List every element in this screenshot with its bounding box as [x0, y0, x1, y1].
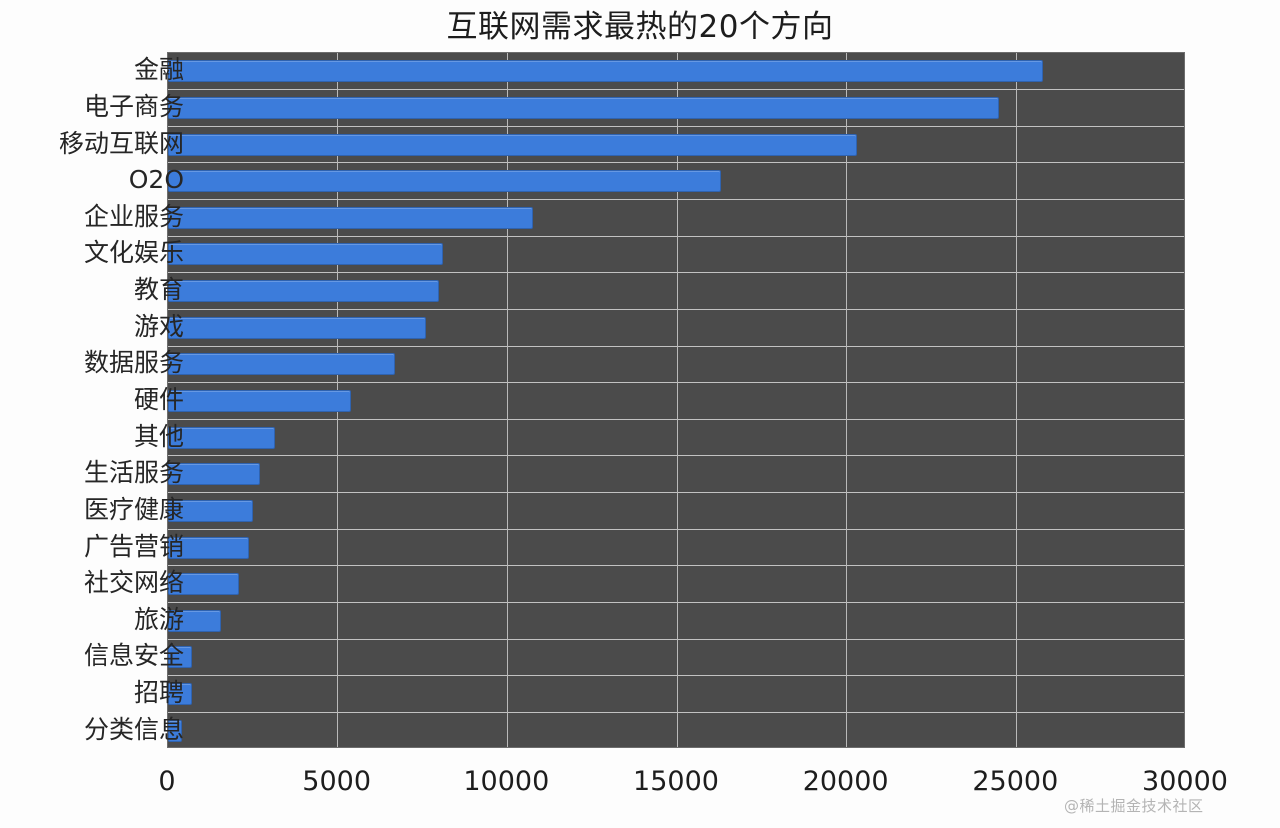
gridline-horizontal	[168, 418, 1184, 420]
bar-生活服务[interactable]	[168, 463, 260, 486]
y-tick-label: 电子商务	[83, 91, 184, 121]
y-tick-label: 硬件	[133, 385, 184, 414]
x-tick-label: 0	[158, 766, 176, 797]
bar-row	[168, 602, 1184, 639]
y-tick-label: 生活服务	[83, 458, 184, 488]
bar-row	[168, 200, 1184, 237]
gridline-horizontal	[168, 492, 1184, 494]
gridline-horizontal	[168, 711, 1184, 713]
gridline-horizontal	[168, 89, 1184, 91]
y-tick-label: 教育	[133, 275, 184, 305]
watermark: @稀土掘金技术社区	[1064, 797, 1204, 815]
bar-教育[interactable]	[168, 280, 440, 303]
gridline-vertical	[676, 53, 678, 747]
gridline-horizontal	[168, 199, 1184, 201]
x-tick-label: 25000	[972, 766, 1059, 797]
bar-其他[interactable]	[168, 426, 275, 449]
bar-旅游[interactable]	[168, 609, 221, 632]
bar-row	[168, 236, 1184, 273]
x-tick-label: 30000	[1142, 766, 1228, 797]
bar-广告营销[interactable]	[168, 536, 250, 559]
bar-row	[168, 529, 1184, 566]
plot-area	[167, 52, 1185, 748]
bar-医疗健康[interactable]	[168, 499, 253, 522]
gridline-horizontal	[168, 455, 1184, 457]
gridline-vertical	[1015, 53, 1017, 747]
gridline-horizontal	[168, 308, 1184, 310]
bar-移动互联网[interactable]	[168, 133, 857, 156]
chart-title: 互联网需求最热的20个方向	[446, 9, 834, 45]
bar-row	[168, 676, 1184, 713]
bar-row	[168, 712, 1184, 747]
y-tick-label: 数据服务	[83, 348, 184, 378]
y-tick-label: O2O	[128, 165, 184, 195]
bar-row	[168, 163, 1184, 200]
gridline-horizontal	[168, 382, 1184, 384]
bar-row	[168, 346, 1184, 383]
bar-社交网络[interactable]	[168, 573, 240, 596]
gridline-vertical	[506, 53, 508, 747]
y-tick-label: 旅游	[133, 604, 184, 634]
y-tick-label: 医疗健康	[83, 494, 184, 524]
bar-row	[168, 639, 1184, 676]
bar-row	[168, 383, 1184, 420]
x-tick-label: 5000	[302, 766, 372, 797]
bar-信息安全[interactable]	[168, 646, 192, 669]
bar-招聘[interactable]	[168, 683, 192, 706]
bar-企业服务[interactable]	[168, 206, 533, 229]
gridline-horizontal	[168, 162, 1184, 164]
gridline-horizontal	[168, 235, 1184, 237]
y-tick-label: 分类信息	[83, 714, 184, 744]
bar-电子商务[interactable]	[168, 96, 1000, 119]
gridline-horizontal	[168, 638, 1184, 640]
bar-文化娱乐[interactable]	[168, 243, 443, 266]
bar-row	[168, 53, 1184, 90]
y-tick-label: 广告营销	[83, 531, 184, 561]
bar-row	[168, 566, 1184, 603]
x-tick-label: 20000	[802, 766, 889, 797]
bar-row	[168, 419, 1184, 456]
gridline-horizontal	[168, 345, 1184, 347]
bar-数据服务[interactable]	[168, 353, 396, 376]
bar-row	[168, 309, 1184, 346]
gridline-horizontal	[168, 675, 1184, 677]
y-tick-label: 信息安全	[83, 641, 184, 671]
y-tick-label: 移动互联网	[58, 128, 184, 158]
bar-row	[168, 126, 1184, 163]
gridline-horizontal	[168, 601, 1184, 603]
bar-O2O[interactable]	[168, 170, 722, 193]
y-tick-label: 金融	[133, 55, 184, 85]
gridline-horizontal	[168, 565, 1184, 567]
x-tick-label: 10000	[463, 766, 550, 797]
gridline-horizontal	[168, 125, 1184, 127]
bar-row	[168, 273, 1184, 310]
bar-游戏[interactable]	[168, 316, 426, 339]
gridline-horizontal	[168, 528, 1184, 530]
y-tick-label: 其他	[133, 421, 184, 451]
bar-硬件[interactable]	[168, 389, 352, 412]
gridline-horizontal	[168, 272, 1184, 274]
bar-row	[168, 90, 1184, 127]
bar-row	[168, 456, 1184, 493]
y-tick-label: 企业服务	[83, 201, 184, 231]
gridline-vertical	[846, 53, 848, 747]
y-tick-label: 游戏	[133, 311, 184, 341]
bar-row	[168, 493, 1184, 530]
x-tick-label: 15000	[633, 766, 719, 797]
bar-金融[interactable]	[168, 60, 1044, 83]
y-tick-label: 文化娱乐	[83, 238, 184, 268]
y-tick-label: 社交网络	[83, 568, 184, 598]
bar-分类信息[interactable]	[168, 719, 183, 742]
y-tick-label: 招聘	[133, 678, 184, 708]
